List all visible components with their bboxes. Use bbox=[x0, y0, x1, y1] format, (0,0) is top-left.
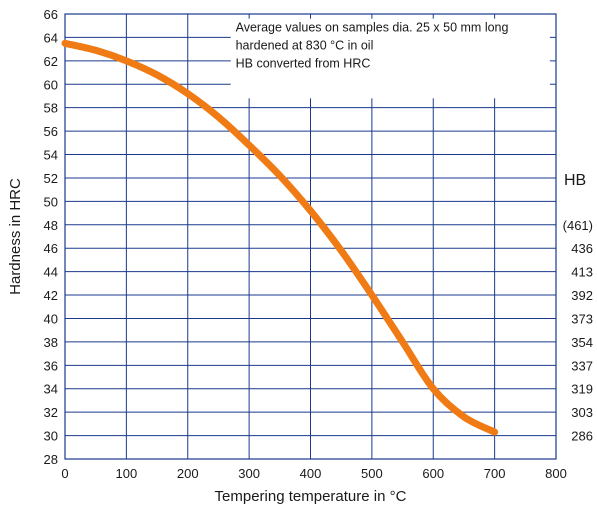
x-axis-label: Tempering temperature in °C bbox=[215, 488, 407, 505]
y-tick-label: 64 bbox=[44, 30, 58, 45]
x-tick-label: 400 bbox=[300, 466, 322, 481]
hb-tick-label: 392 bbox=[571, 288, 593, 303]
annotation-line: HB converted from HRC bbox=[236, 57, 371, 71]
x-tick-label: 0 bbox=[61, 466, 68, 481]
y-tick-label: 42 bbox=[44, 288, 58, 303]
annotation-box bbox=[230, 18, 550, 99]
annotation-line: Average values on samples dia. 25 x 50 m… bbox=[236, 21, 509, 35]
x-tick-label: 800 bbox=[545, 466, 567, 481]
y-tick-label: 34 bbox=[44, 382, 58, 397]
hb-tick-label: (461) bbox=[563, 218, 593, 233]
hb-tick-label: 413 bbox=[571, 265, 593, 280]
y-axis-label: Hardness in HRC bbox=[7, 178, 24, 295]
hb-tick-label: 436 bbox=[571, 241, 593, 256]
hb-tick-label: 303 bbox=[571, 405, 593, 420]
hb-tick-label: 354 bbox=[571, 335, 593, 350]
y-tick-label: 62 bbox=[44, 54, 58, 69]
y-tick-label: 56 bbox=[44, 124, 58, 139]
y-tick-label: 32 bbox=[44, 405, 58, 420]
x-tick-label: 100 bbox=[116, 466, 138, 481]
y-tick-label: 58 bbox=[44, 101, 58, 116]
grid bbox=[64, 13, 557, 460]
hb-axis-title: HB bbox=[564, 172, 586, 189]
curve-layer bbox=[61, 39, 499, 436]
y-tick-labels: 28 30 32 34 36 38 40 42 44 46 48 50 52 54 56 58 60 62 64 66 bbox=[44, 7, 58, 467]
annotation-line: hardened at 830 °C in oil bbox=[236, 39, 374, 53]
x-tick-label: 700 bbox=[484, 466, 506, 481]
x-tick-labels: 0 100 200 300 400 500 600 700 800 bbox=[61, 466, 566, 481]
hb-tick-labels: (461) 436 413 392 373 354 337 319 303 286 bbox=[563, 218, 593, 444]
y-tick-label: 40 bbox=[44, 311, 58, 326]
hb-tick-label: 373 bbox=[571, 311, 593, 326]
y-tick-label: 28 bbox=[44, 452, 58, 467]
hardness-curve bbox=[61, 39, 499, 436]
y-tick-label: 44 bbox=[44, 265, 58, 280]
y-tick-label: 38 bbox=[44, 335, 58, 350]
hb-tick-label: 286 bbox=[571, 429, 593, 444]
x-tick-label: 200 bbox=[177, 466, 199, 481]
hb-tick-label: 337 bbox=[571, 358, 593, 373]
y-tick-label: 36 bbox=[44, 358, 58, 373]
y-tick-label: 54 bbox=[44, 148, 58, 163]
y-tick-label: 52 bbox=[44, 171, 58, 186]
y-tick-label: 60 bbox=[44, 77, 58, 92]
annotation: Average values on samples dia. 25 x 50 m… bbox=[230, 18, 550, 99]
x-tick-label: 600 bbox=[422, 466, 444, 481]
x-tick-label: 500 bbox=[361, 466, 383, 481]
plot-frame bbox=[64, 13, 557, 460]
y-tick-label: 66 bbox=[44, 7, 58, 22]
y-tick-label: 50 bbox=[44, 194, 58, 209]
x-tick-label: 300 bbox=[238, 466, 260, 481]
y-tick-label: 48 bbox=[44, 218, 58, 233]
y-tick-label: 46 bbox=[44, 241, 58, 256]
y-tick-label: 30 bbox=[44, 429, 58, 444]
hb-tick-label: 319 bbox=[571, 382, 593, 397]
